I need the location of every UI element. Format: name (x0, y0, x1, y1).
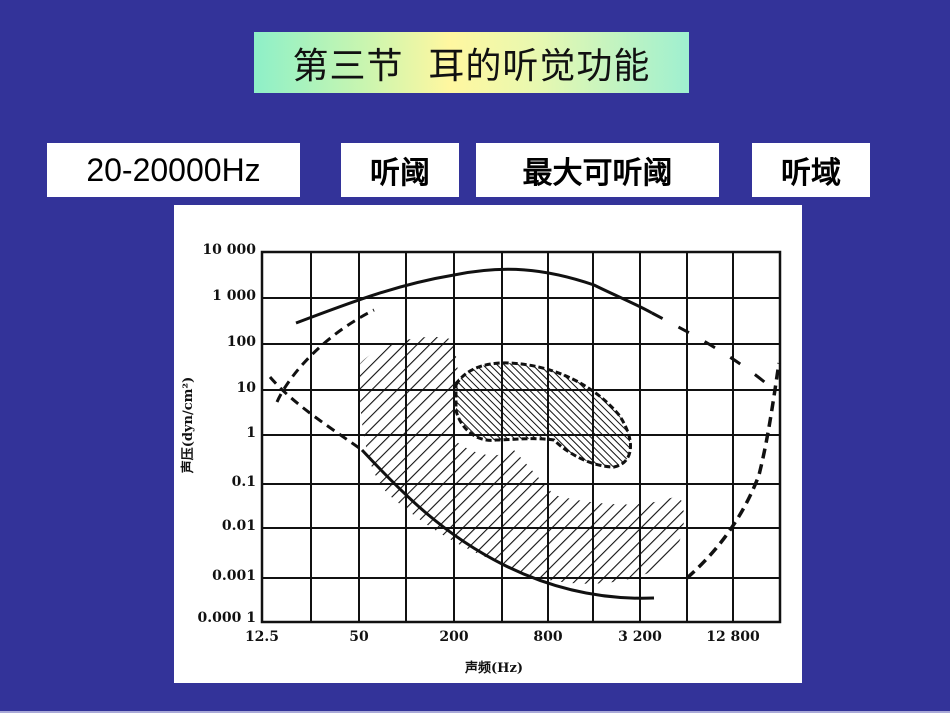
tag-max-audible-threshold: 最大可听阈 (476, 143, 719, 197)
y-tick: 0.001 (212, 568, 256, 584)
y-tick: 0.1 (231, 474, 256, 490)
y-tick: 0.01 (221, 518, 256, 534)
hearing-threshold-dashed-left (268, 376, 363, 452)
x-tick: 50 (349, 629, 369, 645)
chart-plot (260, 250, 782, 624)
music-area (359, 336, 684, 584)
x-tick: 800 (533, 629, 563, 645)
y-tick: 1 000 (212, 288, 256, 304)
tag-frequency-range: 20-20000Hz (47, 143, 300, 197)
slide-bottom-border (0, 711, 950, 713)
hearing-threshold-curve (360, 448, 655, 600)
tag-hearing-threshold: 听阈 (341, 143, 459, 197)
x-tick: 3 200 (618, 629, 662, 645)
y-tick: 10 000 (202, 242, 256, 258)
max-threshold-dashed-right (651, 311, 775, 392)
x-tick: 200 (439, 629, 469, 645)
x-tick: 12.5 (244, 629, 280, 645)
y-tick: 0.000 1 (197, 610, 256, 626)
y-tick: 100 (226, 334, 256, 350)
y-axis-label: 声压(dyn/cm²) (181, 376, 196, 474)
speech-area (454, 361, 632, 469)
x-axis-label: 声频(Hz) (465, 661, 523, 676)
x-tick: 12 800 (706, 629, 760, 645)
max-threshold-curve (295, 267, 653, 325)
grid (260, 250, 782, 624)
auditory-field-chart: 10 000 1 000 100 10 1 0.1 0.01 0.001 0.0… (174, 205, 802, 683)
y-tick: 1 (246, 425, 256, 441)
y-tick: 10 (236, 380, 256, 396)
tag-auditory-field: 听域 (752, 143, 870, 197)
hearing-threshold-dashed-right (685, 362, 781, 580)
slide-title: 第三节 耳的听觉功能 (254, 32, 689, 93)
